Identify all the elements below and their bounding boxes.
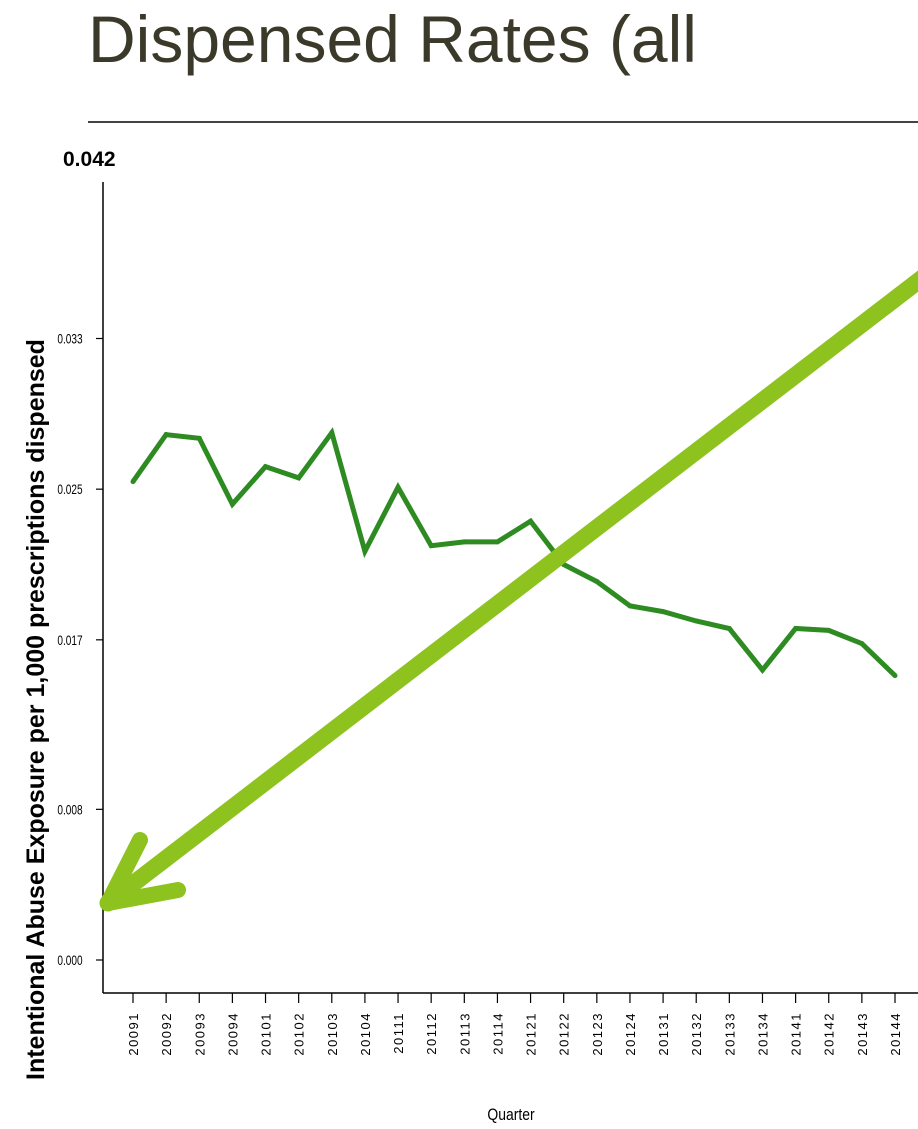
y-tick-label: 0.017 xyxy=(57,632,82,648)
x-tick-label: 20101 xyxy=(259,1012,274,1056)
data-point xyxy=(793,626,799,632)
trend-arrow-shaft xyxy=(99,270,918,912)
y-axis-max-label: 0.042 xyxy=(63,148,116,171)
series-line xyxy=(130,427,897,678)
x-axis-label: Quarter xyxy=(487,1106,534,1125)
x-tick-label: 20091 xyxy=(126,1012,141,1056)
y-tick-label: 0.033 xyxy=(57,331,82,347)
y-axis-ticks: 0.000 0.008 0.017 0.025 0.033 xyxy=(57,331,103,968)
x-tick-label: 20131 xyxy=(656,1012,671,1056)
data-point xyxy=(660,609,666,615)
data-point xyxy=(826,627,832,633)
data-point xyxy=(395,484,401,490)
x-tick-label: 20102 xyxy=(292,1012,307,1056)
data-point xyxy=(130,479,136,485)
series-layer xyxy=(130,427,898,679)
data-point xyxy=(892,673,898,679)
data-point xyxy=(693,618,699,624)
data-point xyxy=(329,430,335,436)
trend-arrow-head xyxy=(100,832,148,911)
data-point xyxy=(594,578,600,584)
data-point xyxy=(627,603,633,609)
x-tick-label: 20124 xyxy=(623,1012,638,1056)
x-tick-label: 20142 xyxy=(822,1012,837,1056)
y-tick-label: 0.008 xyxy=(57,802,82,818)
y-tick-label: 0.000 xyxy=(57,952,82,968)
x-tick-label: 20092 xyxy=(159,1012,174,1056)
data-point xyxy=(296,475,302,481)
data-point xyxy=(229,501,235,507)
x-tick-label: 20133 xyxy=(722,1012,737,1056)
data-point xyxy=(362,548,368,554)
x-tick-label: 20103 xyxy=(325,1012,340,1056)
slide-title: Dispensed Rates (all xyxy=(88,2,697,76)
data-point xyxy=(528,518,534,524)
y-tick-label: 0.025 xyxy=(57,482,82,498)
x-tick-label: 20121 xyxy=(524,1012,539,1056)
data-point xyxy=(196,435,202,441)
x-tick-label: 20132 xyxy=(689,1012,704,1056)
x-tick-label: 20094 xyxy=(225,1012,240,1056)
x-axis-ticks: 20091 20092 20093 20094 20101 20102 20103 20104… xyxy=(126,993,903,1056)
data-point xyxy=(726,626,732,632)
x-tick-label: 20123 xyxy=(590,1012,605,1056)
data-point xyxy=(263,464,269,470)
x-tick-label: 20134 xyxy=(755,1012,770,1056)
x-tick-label: 20143 xyxy=(855,1012,870,1056)
x-tick-label: 20122 xyxy=(557,1012,572,1056)
x-tick-label: 20104 xyxy=(358,1012,373,1056)
data-point xyxy=(859,641,865,647)
data-point xyxy=(759,667,765,673)
x-tick-label: 20114 xyxy=(490,1012,505,1055)
data-point xyxy=(461,539,467,545)
x-tick-label: 20111 xyxy=(391,1012,406,1054)
x-tick-label: 20093 xyxy=(192,1012,207,1056)
trend-arrow-head xyxy=(100,882,186,911)
data-point xyxy=(428,543,434,549)
x-tick-label: 20112 xyxy=(424,1012,439,1055)
trend-arrow xyxy=(99,270,918,912)
y-axis-label: Intentional Abuse Exposure per 1,000 pre… xyxy=(22,339,50,1080)
data-point xyxy=(494,539,500,545)
data-point xyxy=(163,432,169,438)
x-tick-label: 20144 xyxy=(888,1012,903,1056)
x-tick-label: 20113 xyxy=(457,1012,472,1055)
x-tick-label: 20141 xyxy=(789,1012,804,1056)
